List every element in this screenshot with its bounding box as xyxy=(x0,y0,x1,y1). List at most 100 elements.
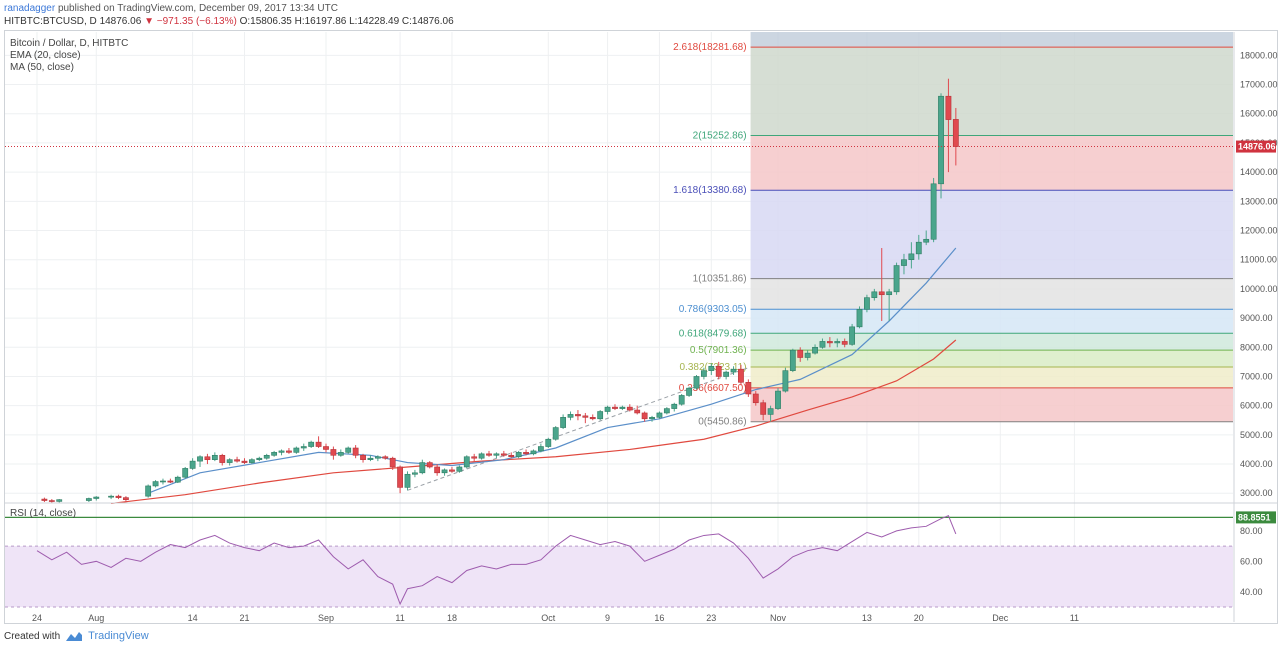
candle-body xyxy=(789,349,796,371)
symbol-label: HITBTC:BTCUSD, D xyxy=(4,16,97,27)
fib-zone xyxy=(750,387,1233,422)
candle-body xyxy=(715,365,722,377)
candle-body xyxy=(152,481,159,487)
candle-body xyxy=(930,183,937,240)
candle-body xyxy=(938,95,944,185)
candle-body xyxy=(856,309,863,328)
candle-body xyxy=(397,466,403,488)
candle-body xyxy=(337,452,344,456)
candle-body xyxy=(552,427,559,440)
candle-body xyxy=(589,417,596,420)
rsi-tick-label: 40.00 xyxy=(1240,587,1263,597)
fib-zone xyxy=(750,367,1233,388)
candle-body xyxy=(782,370,789,392)
rsi-tick-label: 60.00 xyxy=(1240,556,1263,566)
y-tick-label: 7000.00 xyxy=(1240,371,1273,381)
candle-body xyxy=(952,119,959,147)
y-tick-label: 8000.00 xyxy=(1240,342,1273,352)
candle-body xyxy=(234,459,240,462)
x-tick-label: 24 xyxy=(32,613,42,623)
candle-body xyxy=(797,349,804,358)
rsi-line xyxy=(36,515,957,606)
rsi-band xyxy=(5,546,1233,607)
candle-body xyxy=(449,469,455,472)
candle-body xyxy=(115,495,122,498)
rsi-legend[interactable]: RSI (14, close) xyxy=(10,508,77,519)
candle-body xyxy=(404,473,411,488)
candle-body xyxy=(41,498,48,501)
x-tick-label: 23 xyxy=(706,613,716,623)
candle-body xyxy=(775,390,781,409)
candle-body xyxy=(48,500,55,502)
candle-body xyxy=(515,452,522,458)
candle-body xyxy=(567,414,574,418)
candle-body xyxy=(545,438,552,447)
x-tick-label: 20 xyxy=(914,613,924,623)
candle-body xyxy=(923,238,930,243)
candle-body xyxy=(626,406,633,411)
candle-body xyxy=(760,402,767,415)
ma50-line xyxy=(111,339,957,505)
candle-body xyxy=(723,371,730,377)
y-tick-label: 12000.00 xyxy=(1240,226,1278,236)
candle-body xyxy=(211,454,218,460)
candle-body xyxy=(434,466,441,474)
candle-body xyxy=(160,480,166,483)
price-label: 14876.06 xyxy=(99,16,142,27)
candle-body xyxy=(915,241,922,255)
candle-body xyxy=(389,457,396,468)
fib-level-label: 1(10351.86) xyxy=(693,274,747,285)
candle-body xyxy=(864,297,870,310)
candle-body xyxy=(145,485,152,497)
candle-body xyxy=(678,395,685,405)
candle-body xyxy=(463,456,470,468)
candle-body xyxy=(419,462,426,474)
candle-body xyxy=(834,341,841,344)
candle-body xyxy=(478,453,485,459)
fib-level-label: 1.618(13380.68) xyxy=(673,185,746,196)
candle-body xyxy=(582,415,589,418)
candle-body xyxy=(293,447,300,453)
candle-body xyxy=(575,414,581,417)
candle-body xyxy=(901,259,907,266)
x-tick-label: Nov xyxy=(770,613,787,623)
publisher-text: published on TradingView.com, December 0… xyxy=(57,3,338,14)
candle-body xyxy=(93,496,100,499)
candle-body xyxy=(634,409,641,414)
candle-body xyxy=(352,447,359,456)
chart-frame xyxy=(4,30,1278,624)
candle-body xyxy=(382,456,389,459)
candle-body xyxy=(738,368,744,383)
candle-body xyxy=(671,403,678,409)
fib-zone xyxy=(750,32,1233,48)
ma-legend[interactable]: MA (50, close) xyxy=(10,62,74,73)
fib-level-label: 0.5(7901.36) xyxy=(690,345,747,356)
fib-zone xyxy=(750,190,1233,279)
tradingview-brand[interactable]: TradingView xyxy=(88,630,149,642)
x-tick-label: 21 xyxy=(239,613,249,623)
candle-body xyxy=(819,341,826,348)
candle-body xyxy=(300,446,307,449)
ohlc-label: O:15806.35 H:16197.86 L:14228.49 C:14876… xyxy=(239,16,454,27)
publisher-username[interactable]: ranadagger xyxy=(4,3,56,14)
candle-body xyxy=(486,453,492,456)
ema-legend[interactable]: EMA (20, close) xyxy=(10,50,81,61)
candle-body xyxy=(308,441,315,447)
fib-level-label: 0.236(6607.50) xyxy=(679,383,747,394)
current-price-tag xyxy=(1236,140,1276,153)
footer: Created with TradingView xyxy=(4,630,149,642)
fib-zone xyxy=(750,47,1233,136)
y-tick-label: 3000.00 xyxy=(1240,488,1273,498)
candle-body xyxy=(189,460,196,469)
candle-body xyxy=(560,417,567,428)
candle-body xyxy=(612,406,618,409)
candle-body xyxy=(360,454,366,460)
candle-body xyxy=(85,498,92,501)
candle-body xyxy=(812,346,818,354)
fib-level-label: 0(5450.86) xyxy=(698,417,746,428)
x-tick-label: Aug xyxy=(88,613,104,623)
candle-body xyxy=(412,472,418,475)
y-tick-label: 5000.00 xyxy=(1240,430,1273,440)
candle-body xyxy=(263,454,270,459)
